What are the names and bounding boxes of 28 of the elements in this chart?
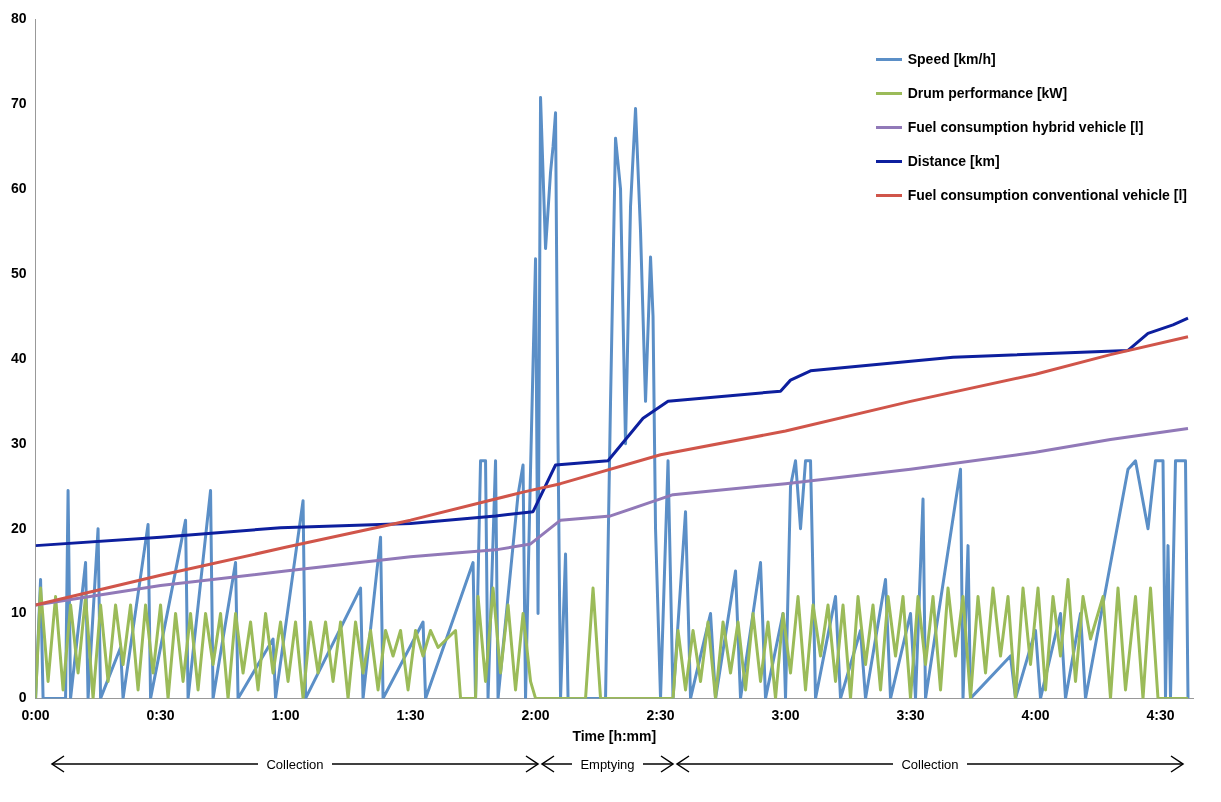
y-tick-label: 10 bbox=[10, 604, 27, 621]
x-tick-label: 0:30 bbox=[146, 706, 175, 723]
text: Collection bbox=[893, 757, 967, 772]
y-tick-label: 40 bbox=[10, 349, 27, 366]
y-tick-label: 70 bbox=[10, 95, 27, 112]
y-tick-label: 0 bbox=[18, 689, 27, 706]
y-tick-label: 20 bbox=[10, 519, 27, 536]
x-axis-title: Time [h:mm] bbox=[572, 728, 657, 745]
x-tick-label: 4:00 bbox=[1021, 706, 1050, 723]
y-tick-label: 50 bbox=[10, 264, 27, 281]
legend-label: Fuel consumption conventional vehicle [l] bbox=[907, 187, 1187, 203]
x-tick-label: 0:00 bbox=[21, 706, 50, 723]
legend-label: Fuel consumption hybrid vehicle [l] bbox=[907, 119, 1144, 135]
y-tick-label: 80 bbox=[10, 10, 27, 27]
legend-label: Distance [km] bbox=[907, 153, 1000, 169]
x-tick-label: 1:00 bbox=[271, 706, 300, 723]
text: Emptying bbox=[572, 757, 643, 772]
x-tick-label: 1:30 bbox=[396, 706, 425, 723]
x-tick-label: 2:00 bbox=[521, 706, 550, 723]
text: Collection bbox=[258, 757, 332, 772]
x-tick-label: 2:30 bbox=[646, 706, 675, 723]
y-tick-label: 60 bbox=[10, 180, 27, 197]
legend-label: Speed [km/h] bbox=[907, 51, 996, 67]
x-tick-label: 3:00 bbox=[771, 706, 800, 723]
x-tick-label: 4:30 bbox=[1146, 706, 1175, 723]
x-tick-label: 3:30 bbox=[896, 706, 925, 723]
y-tick-label: 30 bbox=[10, 434, 27, 451]
legend-label: Drum performance [kW] bbox=[907, 85, 1068, 101]
